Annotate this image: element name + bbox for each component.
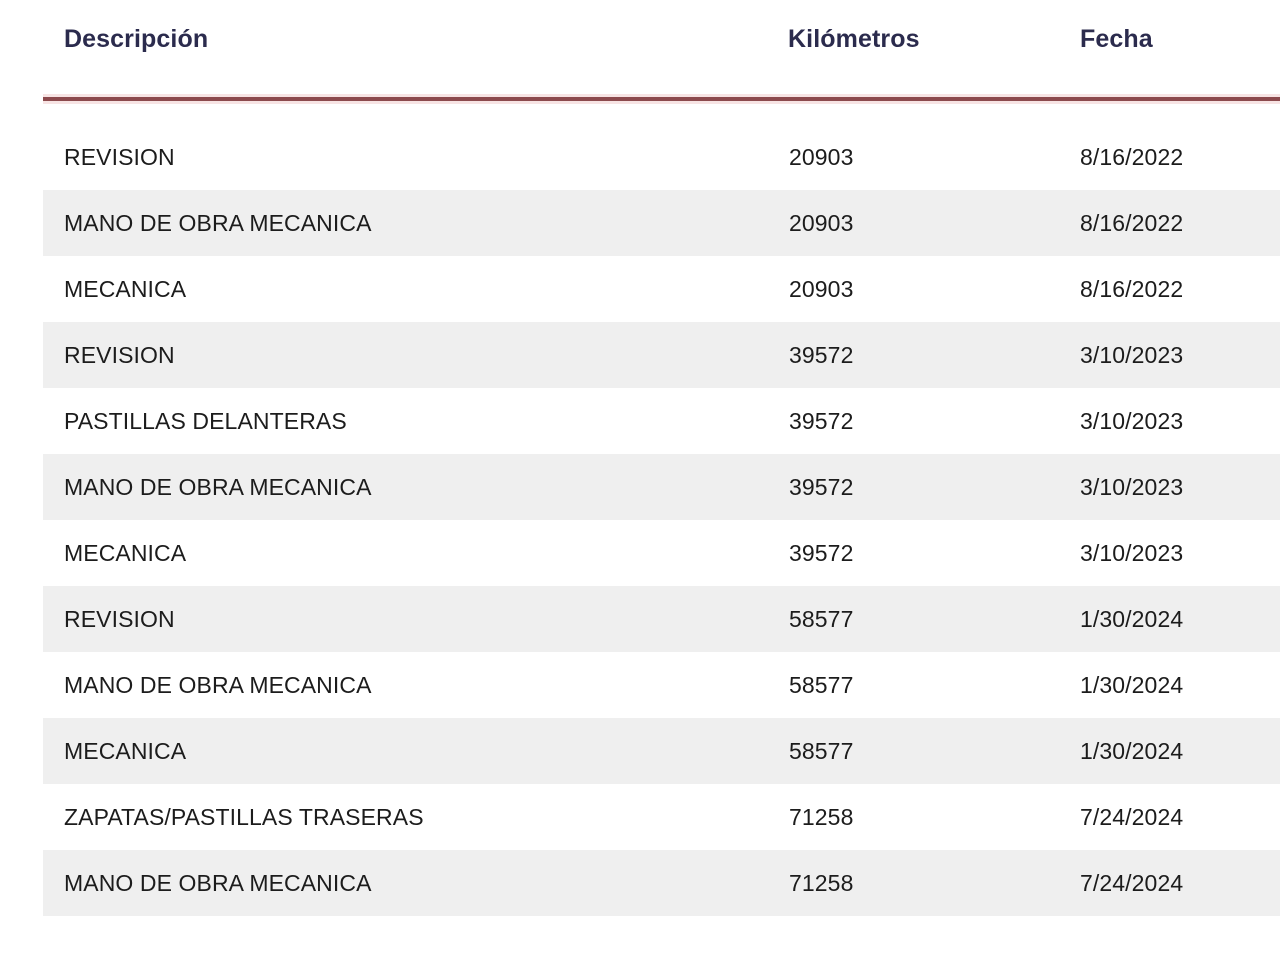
- cell-fecha: 3/10/2023: [1080, 540, 1184, 566]
- cell-kilometros: 71258: [789, 870, 854, 896]
- cell-fecha: 7/24/2024: [1080, 804, 1184, 830]
- cell-descripcion: REVISION: [64, 144, 175, 170]
- cell-kilometros: 58577: [789, 606, 854, 632]
- cell-kilometros: 58577: [789, 738, 854, 764]
- cell-fecha: 3/10/2023: [1080, 408, 1184, 434]
- table-row[interactable]: PASTILLAS DELANTERAS 39572 3/10/2023: [0, 388, 1280, 454]
- cell-kilometros: 20903: [789, 276, 854, 302]
- cell-fecha: 3/10/2023: [1080, 342, 1184, 368]
- cell-descripcion: MANO DE OBRA MECANICA: [64, 672, 372, 698]
- table-row[interactable]: MECANICA 58577 1/30/2024: [0, 718, 1280, 784]
- cell-kilometros: 71258: [789, 804, 854, 830]
- column-header-fecha[interactable]: Fecha: [1080, 25, 1153, 53]
- table-row[interactable]: REVISION 20903 8/16/2022: [0, 124, 1280, 190]
- cell-descripcion: ZAPATAS/PASTILLAS TRASERAS: [64, 804, 424, 830]
- cell-fecha: 1/30/2024: [1080, 606, 1184, 632]
- table-row[interactable]: MANO DE OBRA MECANICA 71258 7/24/2024: [0, 850, 1280, 916]
- cell-fecha: 7/24/2024: [1080, 870, 1184, 896]
- row-stripe: [43, 850, 1280, 916]
- cell-descripcion: MANO DE OBRA MECANICA: [64, 210, 372, 236]
- row-stripe: [43, 190, 1280, 256]
- row-stripe: [43, 322, 1280, 388]
- cell-kilometros: 39572: [789, 342, 854, 368]
- cell-kilometros: 20903: [789, 144, 854, 170]
- cell-kilometros: 58577: [789, 672, 854, 698]
- column-header-kilometros[interactable]: Kilómetros: [788, 25, 920, 53]
- cell-kilometros: 39572: [789, 540, 854, 566]
- cell-fecha: 8/16/2022: [1080, 144, 1184, 170]
- table-body: REVISION 20903 8/16/2022 MANO DE OBRA MECAN…: [0, 124, 1280, 916]
- divider-line: [43, 97, 1280, 101]
- cell-fecha: 8/16/2022: [1080, 210, 1184, 236]
- row-stripe: [43, 454, 1280, 520]
- cell-descripcion: REVISION: [64, 342, 175, 368]
- table-row[interactable]: MANO DE OBRA MECANICA 58577 1/30/2024: [0, 652, 1280, 718]
- cell-fecha: 3/10/2023: [1080, 474, 1184, 500]
- table-header-row: Descripción Kilómetros Fecha: [0, 0, 1280, 92]
- table-row[interactable]: MECANICA 20903 8/16/2022: [0, 256, 1280, 322]
- table-row[interactable]: REVISION 39572 3/10/2023: [0, 322, 1280, 388]
- cell-fecha: 1/30/2024: [1080, 672, 1184, 698]
- table-row[interactable]: ZAPATAS/PASTILLAS TRASERAS 71258 7/24/2024: [0, 784, 1280, 850]
- cell-descripcion: MECANICA: [64, 540, 187, 566]
- cell-descripcion: MECANICA: [64, 276, 187, 302]
- cell-descripcion: PASTILLAS DELANTERAS: [64, 408, 347, 434]
- row-stripe: [43, 718, 1280, 784]
- cell-descripcion: MANO DE OBRA MECANICA: [64, 870, 372, 896]
- row-stripe: [43, 586, 1280, 652]
- cell-fecha: 1/30/2024: [1080, 738, 1184, 764]
- cell-descripcion: MANO DE OBRA MECANICA: [64, 474, 372, 500]
- cell-descripcion: REVISION: [64, 606, 175, 632]
- cell-kilometros: 39572: [789, 474, 854, 500]
- table-row[interactable]: MECANICA 39572 3/10/2023: [0, 520, 1280, 586]
- cell-fecha: 8/16/2022: [1080, 276, 1184, 302]
- cell-descripcion: MECANICA: [64, 738, 187, 764]
- cell-kilometros: 39572: [789, 408, 854, 434]
- table-row[interactable]: MANO DE OBRA MECANICA 20903 8/16/2022: [0, 190, 1280, 256]
- cell-kilometros: 20903: [789, 210, 854, 236]
- header-accent-divider: [0, 92, 1280, 106]
- table-row[interactable]: MANO DE OBRA MECANICA 39572 3/10/2023: [0, 454, 1280, 520]
- table-row[interactable]: REVISION 58577 1/30/2024: [0, 586, 1280, 652]
- column-header-descripcion[interactable]: Descripción: [64, 25, 209, 53]
